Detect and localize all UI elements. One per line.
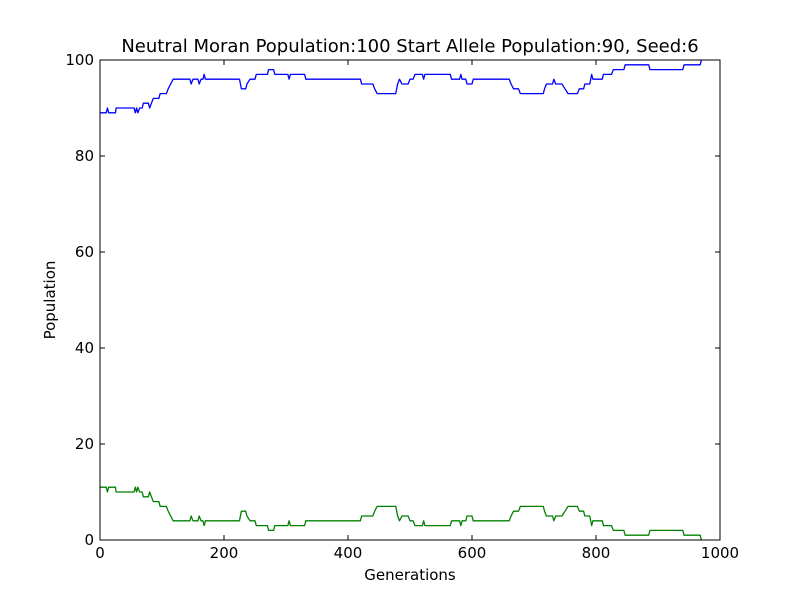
series-layer — [100, 59, 703, 541]
series-line-1 — [100, 59, 703, 114]
plot-area-frame — [99, 59, 721, 541]
y-tick-label: 80 — [75, 147, 94, 165]
y-tick-label: 60 — [75, 243, 94, 261]
y-tick-label: 20 — [75, 435, 94, 453]
y-axis-label: Population — [41, 261, 59, 340]
y-tick-label: 40 — [75, 339, 94, 357]
x-tick-label: 1000 — [701, 544, 739, 562]
x-tick-label: 400 — [334, 544, 363, 562]
x-axis-label: Generations — [364, 566, 456, 584]
x-tick-label: 0 — [95, 544, 105, 562]
y-tick-label: 0 — [84, 531, 94, 549]
series-line-2 — [100, 486, 703, 541]
y-tick-label: 100 — [65, 51, 94, 69]
x-tick-label: 600 — [458, 544, 487, 562]
chart-title: Neutral Moran Population:100 Start Allel… — [121, 36, 698, 57]
x-tick-label: 800 — [582, 544, 611, 562]
x-tick-label: 200 — [210, 544, 239, 562]
